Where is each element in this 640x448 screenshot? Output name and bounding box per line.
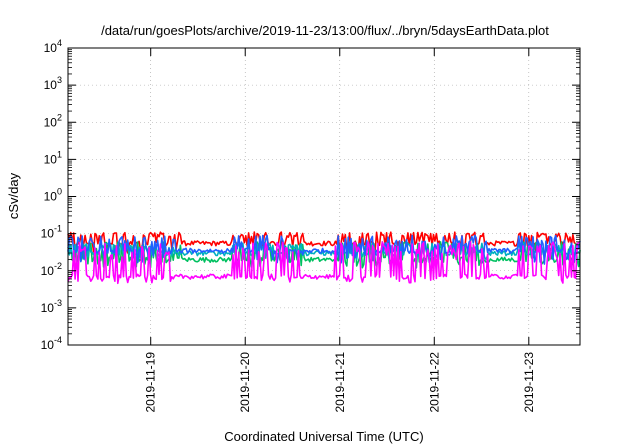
x-axis: 2019-11-19 2019-11-20 2019-11-21 2019-11-22…: [144, 48, 536, 413]
y-tick-label: 104: [44, 38, 62, 55]
y-axis-label: cSv/day: [6, 172, 21, 219]
x-tick-label: 2019-11-19: [144, 352, 158, 413]
x-tick-label: 2019-11-22: [427, 352, 441, 413]
x-axis-label: Coordinated Universal Time (UTC): [224, 429, 423, 444]
y-tick-label: 10-4: [41, 335, 62, 352]
grid: [68, 47, 580, 346]
series-line: [67, 241, 581, 285]
series-line: [67, 231, 581, 254]
x-tick-label: 2019-11-21: [333, 352, 347, 413]
chart-title: /data/run/goesPlots/archive/2019-11-23/1…: [101, 23, 549, 38]
y-tick-label: 102: [44, 112, 62, 129]
y-axis: 104 103 102 101 100 10-1 10-2 10-3 10-4: [41, 38, 580, 352]
y-tick-label: 10-1: [41, 224, 62, 241]
y-tick-label: 100: [44, 187, 62, 204]
series-group: [67, 231, 581, 285]
x-tick-label: 2019-11-20: [238, 352, 252, 413]
y-tick-label: 10-3: [41, 298, 62, 315]
series-line: [67, 234, 581, 265]
y-tick-label: 101: [44, 149, 62, 166]
series-line: [67, 241, 581, 269]
x-tick-label: 2019-11-23: [522, 352, 536, 413]
y-tick-label: 103: [44, 75, 62, 92]
y-tick-label: 10-2: [41, 261, 62, 278]
